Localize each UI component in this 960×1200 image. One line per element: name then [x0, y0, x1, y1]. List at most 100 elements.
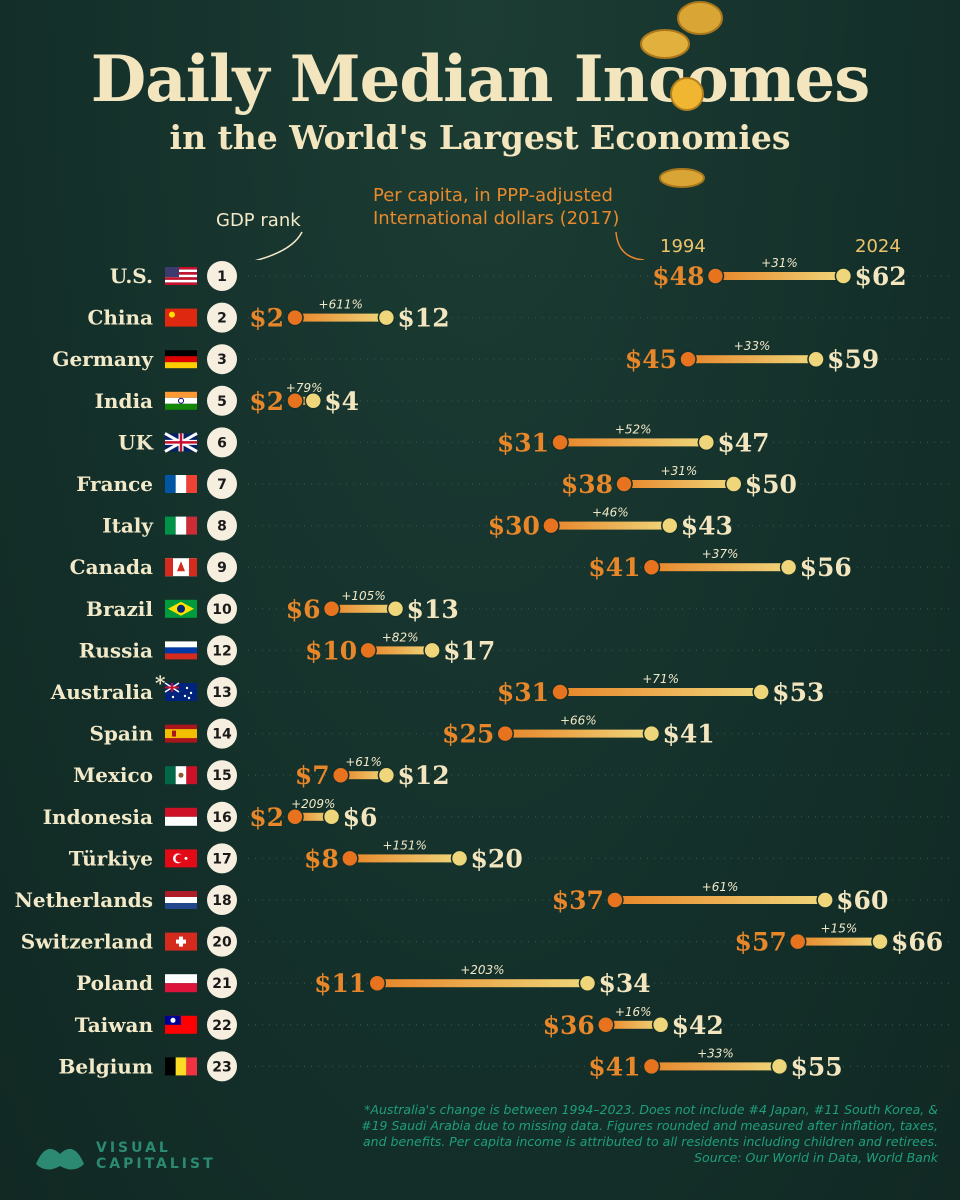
- change-label: +16%: [615, 1005, 652, 1019]
- flag-part: [165, 274, 197, 278]
- flag-ca-icon: [165, 558, 197, 577]
- rank-number: 5: [217, 394, 227, 410]
- flag-de-icon: [165, 350, 197, 369]
- rank-badge: [207, 843, 237, 874]
- start-value-label: $2: [249, 304, 284, 333]
- rank-badge: [207, 885, 237, 915]
- change-label: +31%: [761, 256, 798, 270]
- end-value-label: $4: [324, 387, 359, 416]
- start-dot: [606, 891, 624, 909]
- range-bar: [368, 646, 433, 655]
- rank-number: 16: [212, 810, 231, 826]
- rank-number: 17: [212, 851, 231, 867]
- flag-be-icon: [165, 1057, 197, 1076]
- end-dot: [661, 516, 679, 535]
- logo-line-1: VISUAL: [96, 1140, 171, 1156]
- start-value-label: $41: [588, 553, 640, 582]
- flag-part: [186, 516, 197, 535]
- start-value-label: $48: [652, 262, 704, 291]
- flag-part: [176, 939, 186, 944]
- country-label: Italy: [102, 514, 154, 538]
- country-label: France: [76, 472, 153, 496]
- start-value-label: $38: [561, 470, 613, 499]
- start-value-label: $36: [543, 1011, 595, 1040]
- flag-part: [165, 647, 197, 654]
- flag-mx-icon: [165, 766, 197, 785]
- flag-au-icon: [164, 682, 197, 701]
- start-dot: [597, 1016, 615, 1034]
- flag-part: [165, 1057, 176, 1076]
- end-value-label: $34: [599, 969, 651, 998]
- range-bar: [349, 854, 460, 863]
- country-label: Taiwan: [75, 1013, 154, 1037]
- range-bar: [550, 521, 670, 530]
- country-label: China: [87, 306, 153, 330]
- flag-part: [177, 604, 185, 613]
- rank-number: 2: [217, 311, 227, 327]
- country-label: Germany: [52, 347, 154, 371]
- range-bar: [560, 688, 762, 696]
- flag-part: [165, 653, 197, 660]
- country-label: Türkiye: [69, 846, 153, 870]
- range-bar: [340, 771, 387, 780]
- start-value-label: $2: [249, 803, 284, 832]
- range-bar: [797, 937, 880, 946]
- start-dot: [286, 392, 304, 410]
- country-label: India: [95, 389, 153, 413]
- rank-number: 15: [212, 768, 231, 784]
- change-label: +37%: [702, 547, 739, 561]
- start-dot: [368, 974, 387, 992]
- start-year-label: 1994: [660, 236, 706, 257]
- country-label: Mexico: [73, 763, 153, 787]
- end-dot: [578, 974, 597, 992]
- flag-it-icon: [165, 516, 197, 535]
- start-value-label: $25: [442, 720, 494, 749]
- flag-part: [165, 974, 197, 984]
- range-bar: [560, 438, 707, 447]
- rank-number: 3: [217, 352, 227, 368]
- flag-nl-icon: [165, 891, 197, 909]
- country-label: U.S.: [110, 264, 153, 288]
- country-label: Switzerland: [21, 930, 153, 954]
- flag-part: [169, 311, 175, 318]
- flag-part: [186, 1057, 197, 1076]
- change-label: +105%: [341, 589, 385, 603]
- visual-capitalist-logo: VISUAL CAPITALIST: [32, 1136, 216, 1176]
- rank-number: 20: [212, 935, 232, 951]
- flag-part: [165, 267, 197, 270]
- range-bar: [614, 896, 826, 904]
- country-label: Brazil: [86, 597, 153, 621]
- end-dot: [752, 683, 770, 701]
- flag-ch-icon: [165, 932, 197, 951]
- range-bar: [377, 979, 588, 988]
- asterisk-mark: *: [155, 671, 166, 695]
- flag-part: [165, 350, 197, 357]
- flag-part: [184, 856, 188, 860]
- start-value-label: $30: [488, 512, 540, 541]
- end-value-label: $60: [836, 886, 888, 915]
- rank-badge: [207, 801, 237, 832]
- end-dot: [725, 475, 743, 493]
- start-value-label: $7: [295, 761, 330, 790]
- end-value-label: $17: [443, 636, 495, 665]
- flag-pl-icon: [165, 974, 197, 993]
- flag-part: [187, 696, 191, 700]
- start-value-label: $31: [497, 678, 549, 707]
- end-dot: [304, 392, 323, 410]
- change-label: +52%: [615, 422, 652, 436]
- start-dot: [551, 683, 569, 701]
- end-dot: [807, 350, 825, 368]
- flag-es-icon: [165, 724, 197, 743]
- flag-part: [186, 766, 197, 785]
- start-value-label: $37: [552, 886, 604, 915]
- flag-part: [165, 516, 176, 535]
- flag-part: [165, 272, 197, 275]
- country-label: Spain: [89, 722, 153, 746]
- end-value-label: $47: [717, 428, 769, 457]
- range-bar: [295, 313, 387, 322]
- rank-badge: [207, 718, 237, 749]
- start-dot: [615, 475, 633, 493]
- range-bar: [331, 604, 396, 613]
- units-note: Per capita, in PPP-adjusted Internationa…: [373, 185, 620, 229]
